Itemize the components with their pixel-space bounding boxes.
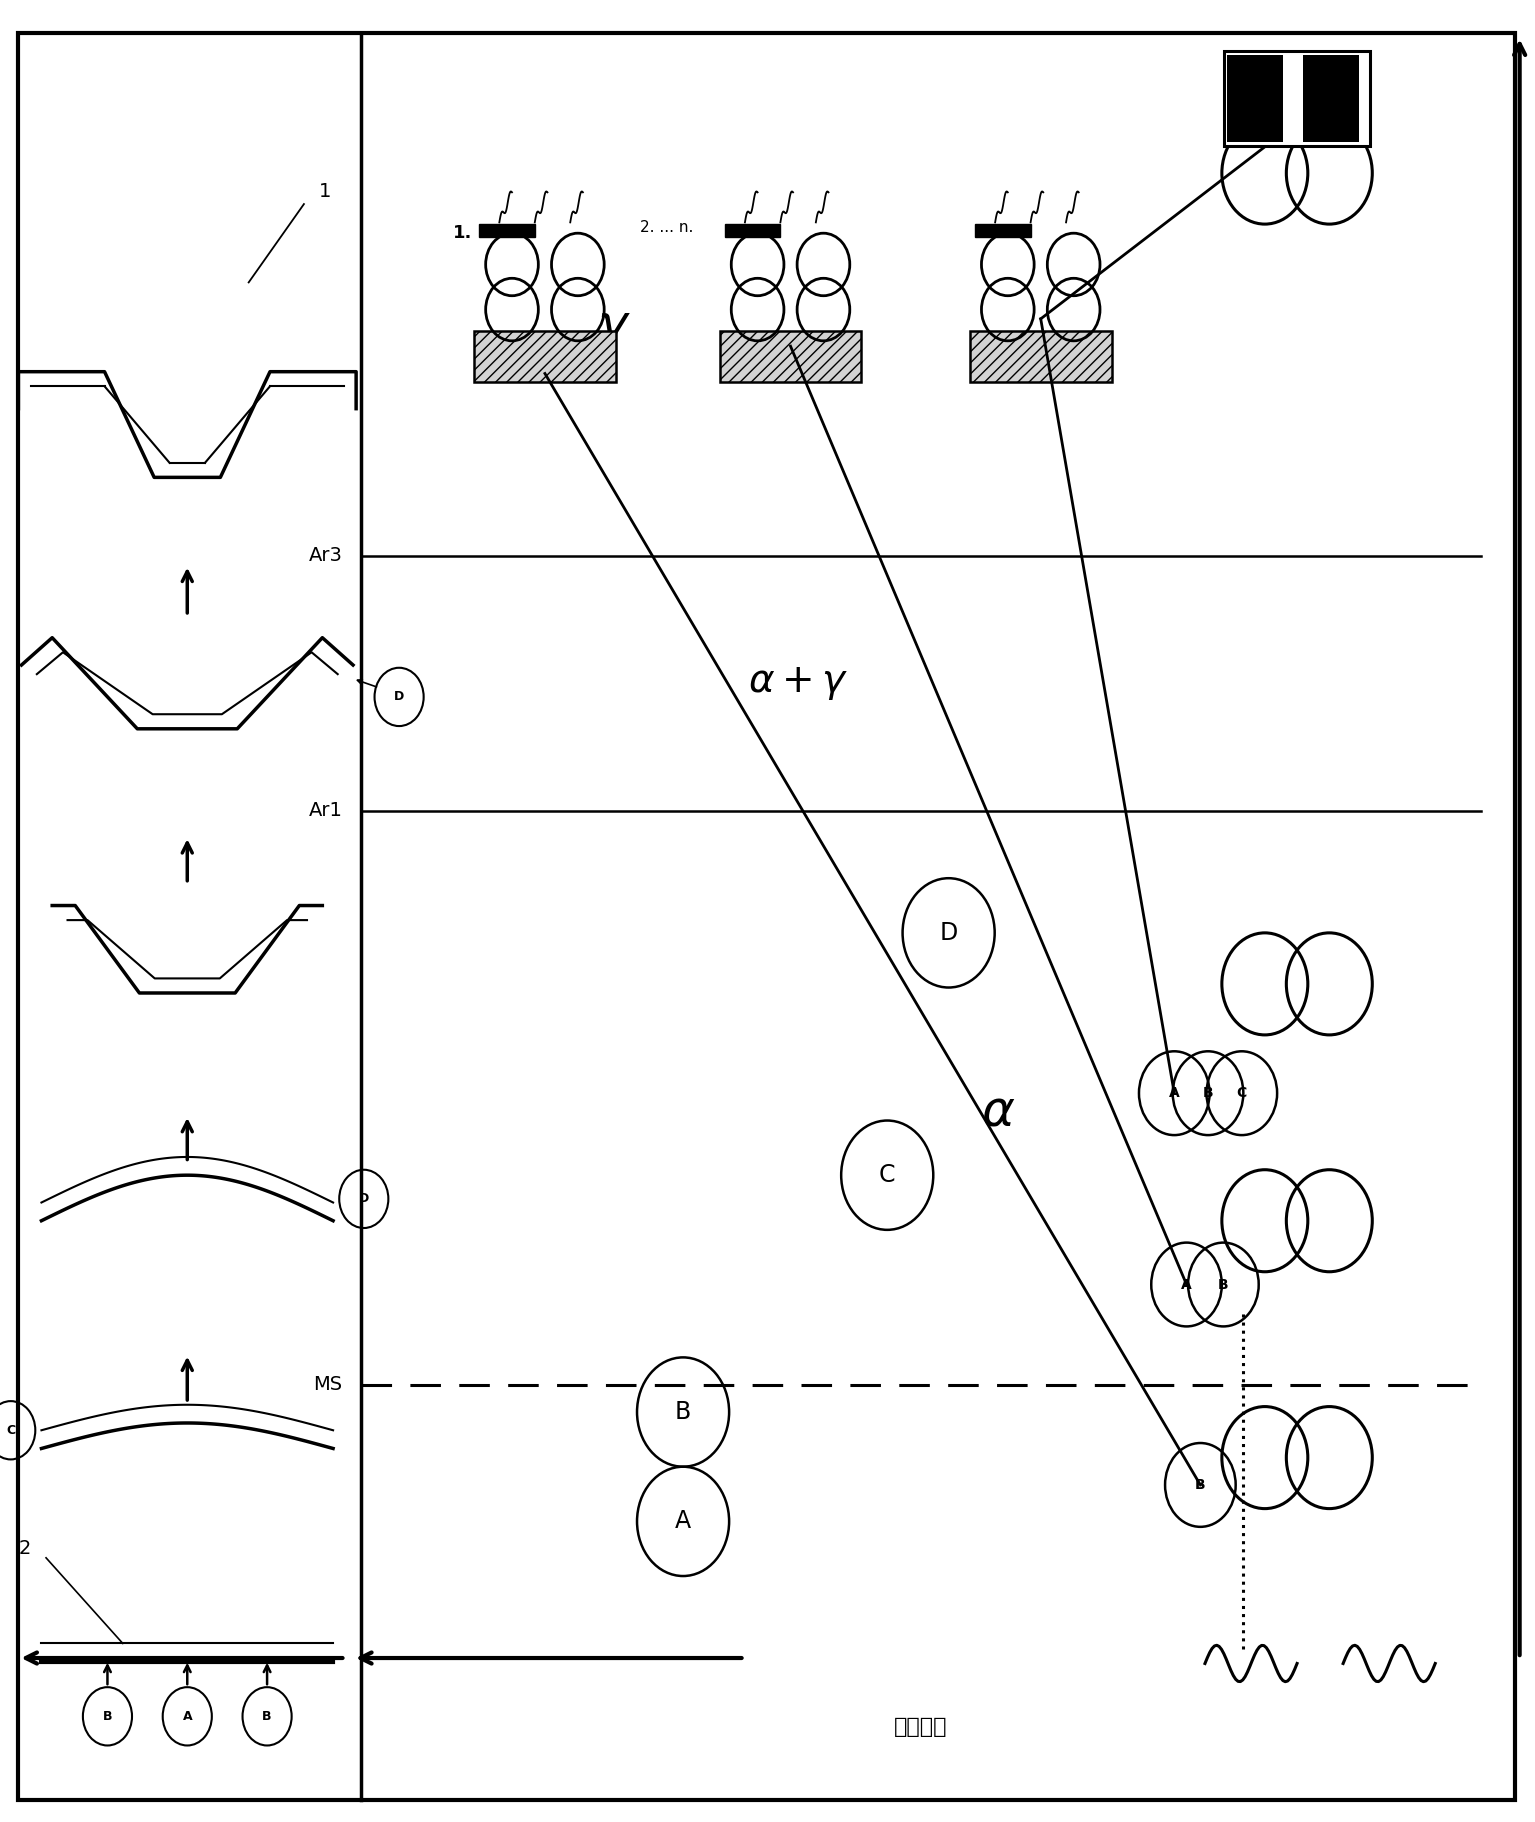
Text: D: D	[359, 1192, 368, 1206]
Bar	[1303, 55, 1358, 142]
Text: D: D	[939, 920, 958, 946]
Text: $\gamma$: $\gamma$	[597, 304, 631, 352]
Text: A: A	[1168, 1086, 1180, 1100]
Bar	[1228, 55, 1283, 142]
Text: C: C	[1237, 1086, 1246, 1100]
Text: C: C	[6, 1423, 15, 1438]
Text: B: B	[1203, 1086, 1213, 1100]
Text: $\alpha$: $\alpha$	[981, 1088, 1015, 1135]
Text: B: B	[1219, 1277, 1228, 1292]
Text: Ar1: Ar1	[309, 802, 342, 820]
Text: 2: 2	[18, 1540, 31, 1558]
Text: MS: MS	[313, 1376, 342, 1394]
Text: 2. ... n.: 2. ... n.	[640, 220, 694, 235]
Text: $\alpha + \gamma$: $\alpha + \gamma$	[748, 665, 849, 701]
Bar	[1225, 51, 1369, 146]
Text: B: B	[262, 1709, 272, 1724]
Bar	[975, 224, 1030, 237]
Text: 1: 1	[319, 182, 332, 200]
Text: A: A	[183, 1709, 192, 1724]
Text: B: B	[103, 1709, 112, 1724]
Bar	[970, 330, 1111, 383]
Text: D: D	[394, 691, 404, 703]
Bar	[720, 330, 861, 383]
Bar	[725, 224, 780, 237]
Bar	[474, 330, 616, 383]
Text: A: A	[675, 1509, 691, 1534]
Text: B: B	[1196, 1478, 1205, 1492]
Text: 工艺温度: 工艺温度	[895, 1718, 947, 1736]
Bar	[479, 224, 534, 237]
Text: Ar3: Ar3	[309, 547, 342, 565]
Text: C: C	[880, 1162, 895, 1188]
Text: B: B	[675, 1399, 691, 1425]
Text: 1.: 1.	[453, 224, 473, 242]
Text: A: A	[1180, 1277, 1193, 1292]
